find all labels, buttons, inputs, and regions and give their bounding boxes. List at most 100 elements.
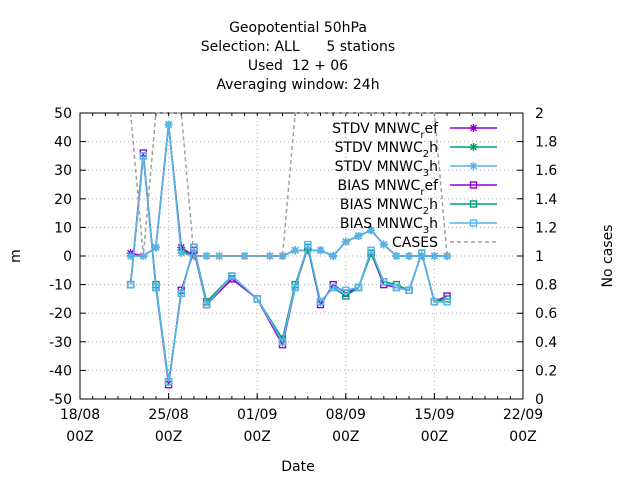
data-point <box>380 278 388 286</box>
legend-marker <box>469 143 478 151</box>
y-axis: -50 -40 -30 -20 -10 0 10 20 30 40 50 <box>49 106 86 408</box>
y-tick-label: 50 <box>54 106 72 122</box>
legend-entry: BIAS MNWC3h <box>340 216 497 236</box>
data-point <box>341 237 350 246</box>
title-line-1: Geopotential 50hPa <box>229 20 367 36</box>
y2-tick-label: 1.8 <box>535 135 557 151</box>
legend-label: STDV MNWCref <box>332 121 439 141</box>
x-tick-label-date: 01/09 <box>237 407 277 423</box>
legend-marker <box>469 124 478 132</box>
data-point <box>304 240 312 249</box>
data-point <box>342 286 350 295</box>
data-point <box>291 283 299 292</box>
x-tick-label-date: 22/09 <box>503 407 543 423</box>
data-point <box>278 252 287 260</box>
data-point <box>126 252 135 260</box>
data-point <box>443 252 452 260</box>
legend-label: BIAS MNWCref <box>338 178 440 198</box>
legend-entry: STDV MNWCref <box>332 121 497 141</box>
data-point <box>405 252 414 260</box>
data-point <box>443 298 451 306</box>
y2-axis-label: No cases <box>600 225 616 288</box>
title-line-2: Selection: ALL 5 stations <box>201 39 395 55</box>
y-tick-label: -10 <box>49 278 72 294</box>
x-tick-label-hour: 00Z <box>509 429 536 445</box>
y2-tick-label: 1.4 <box>535 192 557 208</box>
legend-marker <box>469 200 478 208</box>
data-point <box>291 246 300 255</box>
data-point <box>202 300 211 309</box>
y-tick-label: 0 <box>63 249 72 265</box>
series-5 <box>126 152 451 386</box>
legend-entry: STDV MNWC2h <box>335 140 497 160</box>
data-point <box>152 283 160 292</box>
data-point <box>253 295 261 303</box>
y-tick-label: -20 <box>49 306 72 322</box>
y2-tick-label: 2 <box>535 106 544 122</box>
legend-marker <box>469 219 478 227</box>
legend-label: STDV MNWC2h <box>335 140 438 160</box>
data-point <box>354 231 363 240</box>
title-line-4: Averaging window: 24h <box>216 77 379 93</box>
legend-marker <box>469 181 478 189</box>
y2-tick-label: 1.2 <box>535 220 557 236</box>
y2-tick-label: 0.6 <box>535 306 557 322</box>
data-point <box>202 252 211 260</box>
data-point <box>392 283 401 292</box>
x-tick-label-date: 25/08 <box>148 407 188 423</box>
data-point <box>430 252 439 260</box>
data-point <box>367 246 375 254</box>
x-axis-label: Date <box>281 459 314 475</box>
legend-label: BIAS MNWC3h <box>340 216 438 236</box>
data-point <box>164 378 173 386</box>
data-point <box>164 120 173 129</box>
legend-label: CASES <box>392 235 438 251</box>
x-tick-label-hour: 00Z <box>155 429 182 445</box>
title-line-3: Used 12 + 06 <box>248 58 348 74</box>
data-point <box>392 252 401 260</box>
x-tick-label-hour: 00Z <box>243 429 270 445</box>
data-point <box>126 280 135 289</box>
data-point <box>405 286 413 295</box>
x-axis: 18/08 00Z 25/08 00Z 01/09 00Z 08/09 00Z 15/09 00Z… <box>60 113 543 445</box>
data-point <box>316 246 325 255</box>
y2-tick-label: 1.6 <box>535 163 557 179</box>
data-point <box>329 283 337 292</box>
y-tick-label: -40 <box>49 363 72 379</box>
legend-label: BIAS MNWC2h <box>340 197 438 217</box>
y-tick-label: -30 <box>49 335 72 351</box>
data-point <box>379 240 388 249</box>
data-point <box>367 226 376 235</box>
legend-entry: STDV MNWC3h <box>335 159 497 179</box>
y-tick-label: 10 <box>54 220 72 236</box>
series-6 <box>129 112 448 257</box>
data-point <box>430 298 439 306</box>
x-tick-label-hour: 00Z <box>421 429 448 445</box>
y2-tick-label: 0.2 <box>535 363 557 379</box>
x-tick-label-date: 15/09 <box>414 407 454 423</box>
y-tick-label: 40 <box>54 135 72 151</box>
legend-marker <box>469 162 478 170</box>
y2-tick-label: 0 <box>535 392 544 408</box>
y2-axis: 0 0.2 0.4 0.6 0.8 1 1.2 1.4 1.6 1.8 2 <box>517 106 557 408</box>
y-tick-label: -50 <box>49 392 72 408</box>
data-point <box>151 243 160 252</box>
legend-entry: BIAS MNWC2h <box>340 197 497 217</box>
legend-entry: CASES <box>392 235 497 251</box>
x-tick-label-date: 08/09 <box>326 407 366 423</box>
data-point <box>354 283 363 292</box>
y2-tick-label: 0.4 <box>535 335 557 351</box>
data-point <box>329 252 338 260</box>
y2-tick-label: 1 <box>535 249 544 265</box>
legend-entry: BIAS MNWCref <box>338 178 497 198</box>
y-axis-label: m <box>8 249 24 263</box>
series-line <box>129 155 448 382</box>
legend-label: STDV MNWC3h <box>335 159 438 179</box>
data-point <box>418 249 426 257</box>
data-point <box>228 272 236 280</box>
data-point <box>215 252 224 260</box>
chart-title: Geopotential 50hPa Selection: ALL 5 stat… <box>201 20 395 93</box>
series-line <box>129 112 448 257</box>
y2-tick-label: 0.8 <box>535 278 557 294</box>
